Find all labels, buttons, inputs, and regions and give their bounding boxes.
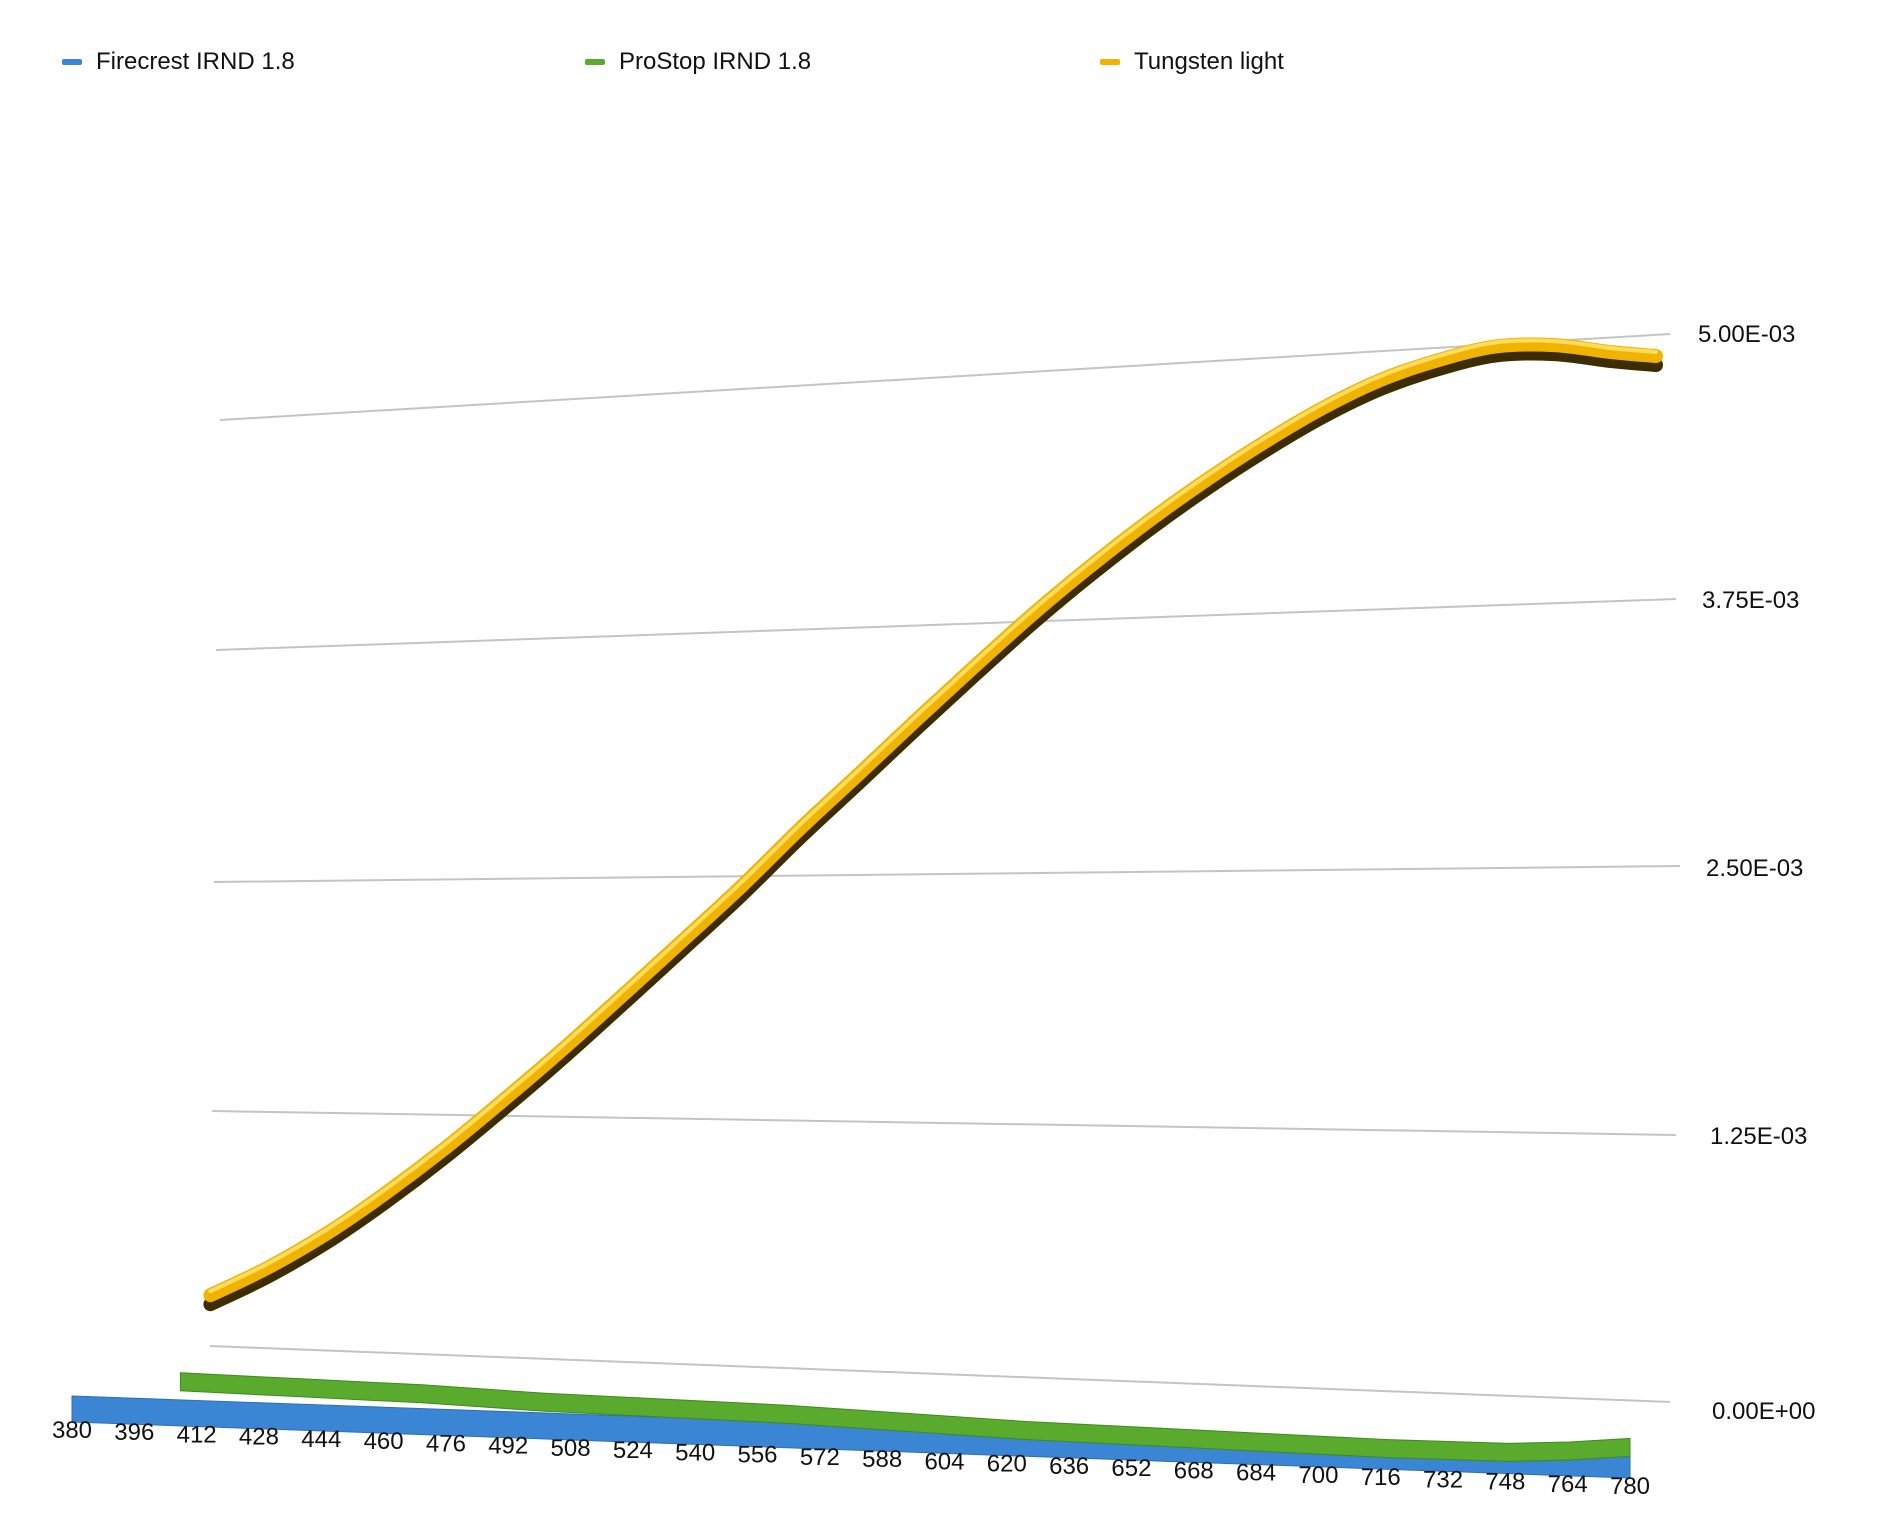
series-tungsten-point [1148, 519, 1151, 522]
series-tungsten-point [1090, 564, 1093, 567]
series-tungsten-point [1206, 478, 1209, 481]
series-tungsten-point [1655, 355, 1657, 357]
legend-label-firecrest: Firecrest IRND 1.8 [96, 48, 295, 75]
series-tungsten-point [1032, 612, 1035, 615]
legend-swatch-firecrest [62, 59, 82, 65]
x-tick-label: 700 [1298, 1462, 1338, 1489]
gridline-1 [211, 1110, 1677, 1136]
x-tick-label: 652 [1111, 1455, 1151, 1482]
series-tungsten-point [1553, 344, 1556, 347]
series-tungsten-highlight [208, 338, 1658, 1294]
x-tick-label: 540 [675, 1439, 715, 1466]
x-tick-label: 556 [737, 1442, 777, 1469]
x-tick-label: 428 [239, 1424, 279, 1451]
series-tungsten-point [444, 1146, 447, 1149]
series-tungsten-point [622, 993, 625, 996]
y-tick-label: 3.75E-03 [1702, 587, 1799, 614]
series-tungsten-point [916, 718, 919, 721]
x-tick-label: 588 [862, 1446, 902, 1473]
y-tick-label: 0.00E+00 [1712, 1398, 1815, 1425]
series-firecrest-ribbon [71, 1395, 1631, 1479]
series-tungsten-point [385, 1191, 388, 1194]
legend-label-tungsten: Tungsten light [1134, 48, 1284, 75]
y-tick-label: 1.25E-03 [1710, 1123, 1807, 1150]
series-tungsten-point [327, 1231, 329, 1234]
x-tick-label: 476 [426, 1430, 466, 1457]
y-tick-label: 5.00E-03 [1698, 321, 1795, 348]
series-tungsten-point [799, 827, 802, 830]
x-tick-label: 412 [177, 1421, 217, 1448]
series-tungsten-point [1495, 345, 1497, 348]
x-tick-label: 492 [488, 1433, 528, 1460]
series-tungsten-point [1437, 359, 1440, 362]
series-tungsten-point [1379, 379, 1382, 382]
gridline-2 [213, 865, 1681, 883]
x-tick-label: 572 [800, 1444, 840, 1471]
x-tick-label: 780 [1610, 1473, 1650, 1500]
series-tungsten-point [563, 1047, 566, 1049]
series-tungsten-point [209, 1294, 212, 1297]
series-tungsten-point [740, 885, 743, 887]
gridlines [209, 333, 1681, 1403]
legend-item-prostop[interactable]: ProStop IRND 1.8 [585, 48, 811, 76]
x-tick-label: 748 [1485, 1469, 1525, 1496]
x-axis-tick-labels: 380 396 412 428 444 460 476 492 508 524 540 556 572 5… [52, 1417, 1650, 1500]
x-tick-label: 636 [1049, 1453, 1089, 1480]
gridline-0 [209, 1345, 1671, 1403]
legend-item-tungsten[interactable]: Tungsten light [1100, 48, 1284, 76]
series-tungsten-point [504, 1097, 506, 1100]
y-tick-label: 2.50E-03 [1706, 855, 1803, 882]
legend-label-prostop: ProStop IRND 1.8 [619, 48, 812, 75]
series-tungsten-point [1264, 440, 1266, 443]
legend-swatch-prostop [585, 59, 605, 65]
legend: Firecrest IRND 1.8 ProStop IRND 1.8 Tung… [0, 0, 1904, 120]
x-tick-label: 460 [364, 1428, 404, 1455]
series-tungsten-point [974, 664, 977, 667]
legend-item-firecrest[interactable]: Firecrest IRND 1.8 [62, 48, 295, 76]
x-tick-label: 380 [52, 1417, 92, 1444]
x-tick-label: 620 [987, 1451, 1027, 1478]
x-tick-label: 732 [1423, 1466, 1463, 1493]
series-tungsten-line [203, 337, 1663, 1303]
x-tick-label: 444 [301, 1426, 341, 1453]
series-tungsten-point [1321, 407, 1324, 409]
x-tick-label: 764 [1548, 1471, 1588, 1498]
x-tick-label: 684 [1236, 1460, 1276, 1487]
x-tick-label: 604 [924, 1448, 964, 1475]
series-tungsten-point [268, 1266, 271, 1268]
x-tick-label: 668 [1174, 1457, 1214, 1484]
series-layer [71, 337, 1663, 1479]
legend-swatch-tungsten [1100, 59, 1120, 65]
series-tungsten-point [1611, 351, 1614, 354]
x-tick-label: 396 [114, 1419, 154, 1446]
series-tungsten-point [857, 773, 860, 775]
gridline-3 [215, 598, 1677, 651]
gridline-4 [219, 333, 1671, 421]
series-tungsten-point [681, 939, 684, 942]
x-tick-label: 508 [551, 1435, 591, 1462]
y-axis-tick-labels: 0.00E+00 1.25E-03 2.50E-03 3.75E-03 5.00E-03 [1698, 321, 1815, 1425]
x-tick-label: 716 [1361, 1464, 1401, 1491]
x-tick-label: 524 [613, 1437, 653, 1464]
series-prostop-ribbon [179, 1372, 1631, 1462]
